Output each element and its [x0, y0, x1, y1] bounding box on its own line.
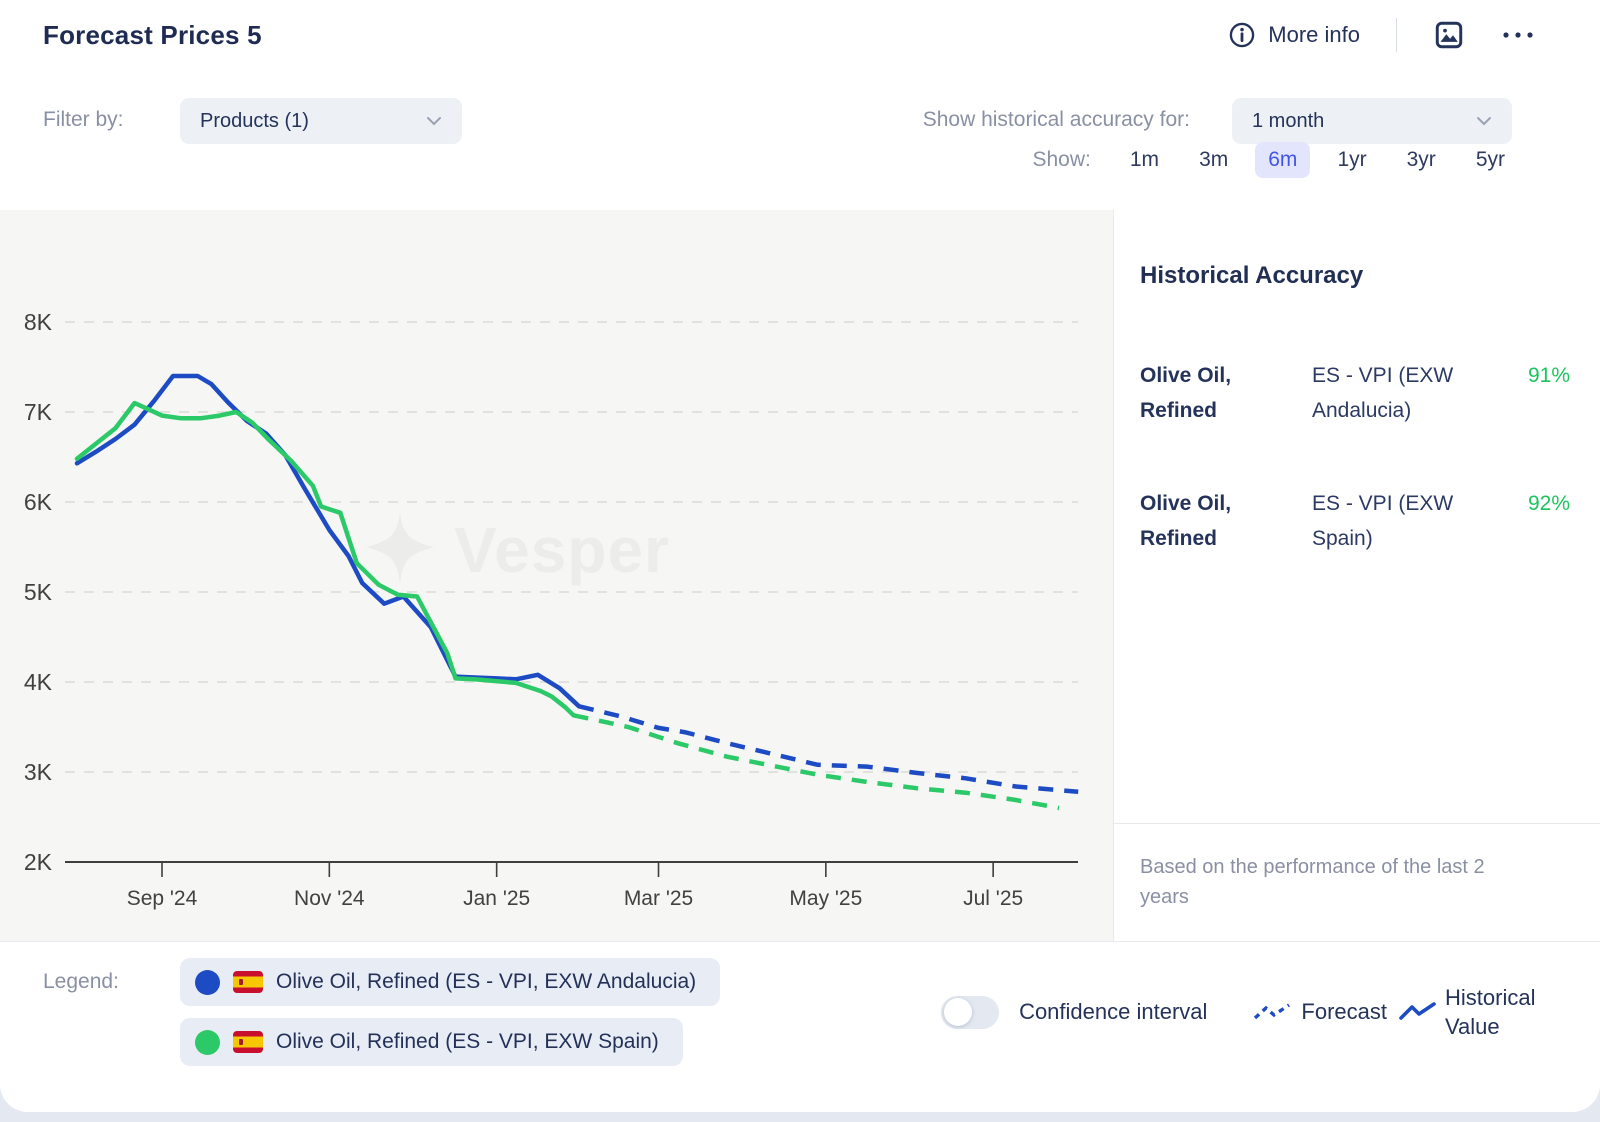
spain-flag-icon — [233, 1031, 263, 1053]
svg-text:May '25: May '25 — [789, 887, 862, 910]
more-info-button[interactable]: More info — [1228, 21, 1360, 49]
range-6m[interactable]: 6m — [1255, 142, 1311, 178]
export-image-button[interactable] — [1433, 19, 1465, 51]
svg-text:3K: 3K — [24, 759, 53, 785]
panel-title: Historical Accuracy — [1140, 262, 1364, 289]
historical-value-label: Historical Value — [1445, 985, 1536, 1039]
series-dot-green — [195, 1029, 220, 1055]
svg-text:8K: 8K — [24, 309, 53, 335]
forecast-label: Forecast — [1301, 999, 1387, 1024]
range-1yr[interactable]: 1yr — [1337, 148, 1367, 171]
price-chart[interactable]: 8K 7K 6K 5K 4K 3K 2K Sep '24 Nov '24 Jan '25 Mar '… — [0, 210, 1105, 941]
panel-footnote: Based on the performance of the last 2 y… — [1140, 856, 1485, 908]
svg-text:4K: 4K — [24, 669, 53, 695]
accuracy-product: Olive Oil, Refined — [1140, 364, 1232, 422]
legend-item-spain[interactable]: Olive Oil, Refined (ES - VPI, EXW Spain) — [180, 1018, 683, 1066]
header-divider — [1396, 18, 1397, 52]
more-options-button[interactable] — [1501, 29, 1535, 41]
series-dot-blue — [195, 969, 220, 995]
svg-text:Nov '24: Nov '24 — [294, 887, 365, 910]
accuracy-product: Olive Oil, Refined — [1140, 492, 1232, 550]
accuracy-for-label: Show historical accuracy for: — [922, 108, 1190, 131]
page-title: Forecast Prices 5 — [43, 20, 262, 50]
show-label: Show: — [1032, 148, 1091, 171]
forecast-dashed-line-icon — [1253, 1002, 1293, 1022]
legend-controls: Confidence interval Forecast Historical … — [941, 942, 1553, 1082]
legend-item-label: Olive Oil, Refined (ES - VPI, EXW Andalu… — [276, 970, 697, 993]
accuracy-period-value: 1 month — [1252, 109, 1325, 132]
legend-item-andalucia[interactable]: Olive Oil, Refined (ES - VPI, EXW Andalu… — [180, 958, 721, 1006]
range-1m[interactable]: 1m — [1129, 148, 1160, 171]
historical-solid-line-icon — [1399, 1001, 1437, 1023]
accuracy-row: Olive Oil, Refined ES - VPI (EXW Spain) … — [1140, 486, 1570, 556]
filter-by-label: Filter by: — [43, 108, 124, 131]
range-selector: Show: 1m 3m 6m 1yr 3yr 5yr — [1033, 142, 1519, 178]
info-icon — [1228, 21, 1256, 49]
chart-region: Vesper 8K 7K 6K 5K 4K 3K 2K Sep '24 Nov '24 Jan '… — [0, 210, 1113, 941]
confidence-interval-toggle[interactable] — [941, 995, 1000, 1029]
svg-text:6K: 6K — [24, 489, 53, 515]
legend-chips: Olive Oil, Refined (ES - VPI, EXW Andalu… — [180, 958, 721, 1066]
svg-text:Sep '24: Sep '24 — [127, 887, 198, 910]
svg-text:5K: 5K — [24, 579, 53, 605]
accuracy-percent: 91% — [1527, 364, 1570, 387]
legend-band: Legend: Olive Oil, Refined (ES - VPI, EX… — [0, 941, 1600, 1112]
accuracy-percent: 92% — [1527, 492, 1570, 515]
products-dropdown-value: Products (1) — [200, 109, 309, 132]
range-5yr[interactable]: 5yr — [1475, 148, 1505, 171]
more-info-label: More info — [1268, 22, 1360, 47]
svg-text:Jul '25: Jul '25 — [963, 887, 1023, 910]
confidence-interval-label: Confidence interval — [1019, 999, 1208, 1024]
legend-label: Legend: — [43, 970, 119, 993]
range-3m[interactable]: 3m — [1199, 148, 1229, 171]
chevron-down-icon — [1477, 117, 1491, 126]
svg-text:Mar '25: Mar '25 — [624, 887, 693, 910]
accuracy-row: Olive Oil, Refined ES - VPI (EXW Andaluc… — [1140, 358, 1570, 428]
chevron-down-icon — [427, 117, 441, 126]
svg-text:Jan '25: Jan '25 — [463, 887, 530, 910]
panel-footnote-divider: Based on the performance of the last 2 y… — [1114, 823, 1600, 912]
ellipsis-icon — [1503, 32, 1533, 38]
image-icon — [1435, 21, 1463, 49]
accuracy-period-dropdown[interactable]: 1 month — [1232, 98, 1512, 144]
products-dropdown[interactable]: Products (1) — [180, 98, 462, 144]
svg-text:7K: 7K — [24, 399, 53, 425]
accuracy-index: ES - VPI (EXW Spain) — [1312, 492, 1454, 550]
header-actions: More info — [1228, 18, 1535, 52]
historical-accuracy-panel: Historical Accuracy Olive Oil, Refined E… — [1113, 210, 1600, 941]
spain-flag-icon — [233, 971, 263, 993]
range-3yr[interactable]: 3yr — [1406, 148, 1436, 171]
legend-item-label: Olive Oil, Refined (ES - VPI, EXW Spain) — [276, 1030, 659, 1053]
accuracy-index: ES - VPI (EXW Andalucia) — [1312, 364, 1454, 422]
toggle-knob — [944, 998, 973, 1026]
svg-text:2K: 2K — [24, 849, 53, 875]
